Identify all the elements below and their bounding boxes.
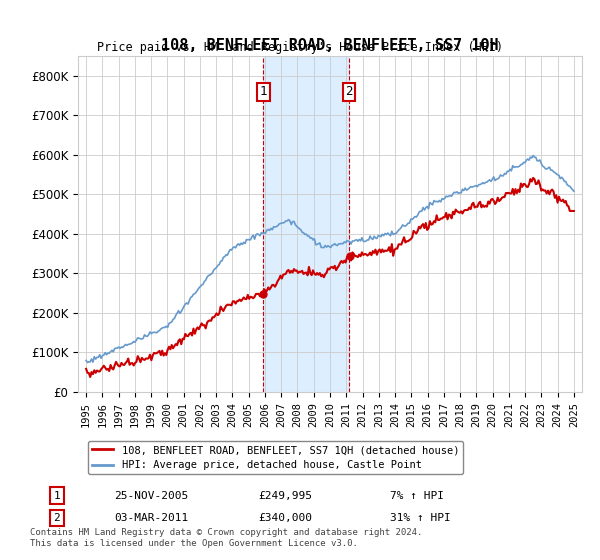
Text: £340,000: £340,000 bbox=[258, 513, 312, 523]
Text: Price paid vs. HM Land Registry's House Price Index (HPI): Price paid vs. HM Land Registry's House … bbox=[97, 41, 503, 54]
Text: 03-MAR-2011: 03-MAR-2011 bbox=[114, 513, 188, 523]
Text: 2: 2 bbox=[53, 513, 61, 523]
Bar bbox=[263, 56, 349, 392]
Text: 7% ↑ HPI: 7% ↑ HPI bbox=[390, 491, 444, 501]
Text: £249,995: £249,995 bbox=[258, 491, 312, 501]
Legend: 108, BENFLEET ROAD, BENFLEET, SS7 1QH (detached house), HPI: Average price, deta: 108, BENFLEET ROAD, BENFLEET, SS7 1QH (d… bbox=[88, 441, 463, 474]
Text: 31% ↑ HPI: 31% ↑ HPI bbox=[390, 513, 451, 523]
Text: 1: 1 bbox=[53, 491, 61, 501]
Text: 1: 1 bbox=[260, 85, 267, 98]
Text: Contains HM Land Registry data © Crown copyright and database right 2024.
This d: Contains HM Land Registry data © Crown c… bbox=[30, 528, 422, 548]
Title: 108, BENFLEET ROAD, BENFLEET, SS7 1QH: 108, BENFLEET ROAD, BENFLEET, SS7 1QH bbox=[161, 39, 499, 53]
Text: 2: 2 bbox=[345, 85, 353, 98]
Text: 25-NOV-2005: 25-NOV-2005 bbox=[114, 491, 188, 501]
